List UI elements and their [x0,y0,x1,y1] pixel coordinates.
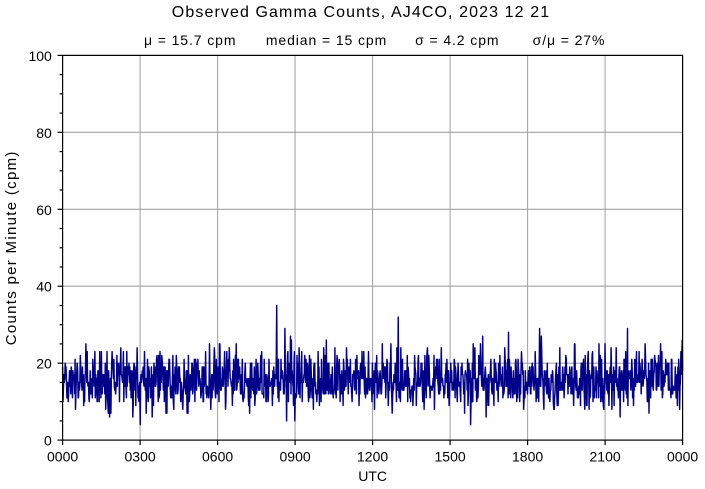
svg-text:1800: 1800 [512,449,543,465]
svg-text:Counts per Minute (cpm): Counts per Minute (cpm) [3,150,20,345]
svg-text:0: 0 [44,433,52,449]
svg-text:40: 40 [36,279,52,295]
svg-text:60: 60 [36,202,52,218]
svg-text:μ = 15.7 cpm: μ = 15.7 cpm [144,32,236,48]
svg-text:σ = 4.2 cpm: σ = 4.2 cpm [415,32,499,48]
svg-text:UTC: UTC [358,468,387,484]
svg-text:100: 100 [28,48,52,64]
svg-text:0000: 0000 [667,449,698,465]
svg-text:0600: 0600 [202,449,233,465]
svg-text:20: 20 [36,356,52,372]
svg-text:0900: 0900 [280,449,311,465]
svg-text:1500: 1500 [435,449,466,465]
svg-text:1200: 1200 [357,449,388,465]
svg-text:σ/μ = 27%: σ/μ = 27% [533,32,606,48]
svg-text:Observed Gamma Counts, AJ4CO,: Observed Gamma Counts, AJ4CO, 2023 12 21 [172,4,550,21]
svg-text:0300: 0300 [125,449,156,465]
svg-text:0000: 0000 [47,449,78,465]
svg-text:2100: 2100 [590,449,621,465]
svg-text:median = 15 cpm: median = 15 cpm [266,32,387,48]
svg-text:80: 80 [36,125,52,141]
